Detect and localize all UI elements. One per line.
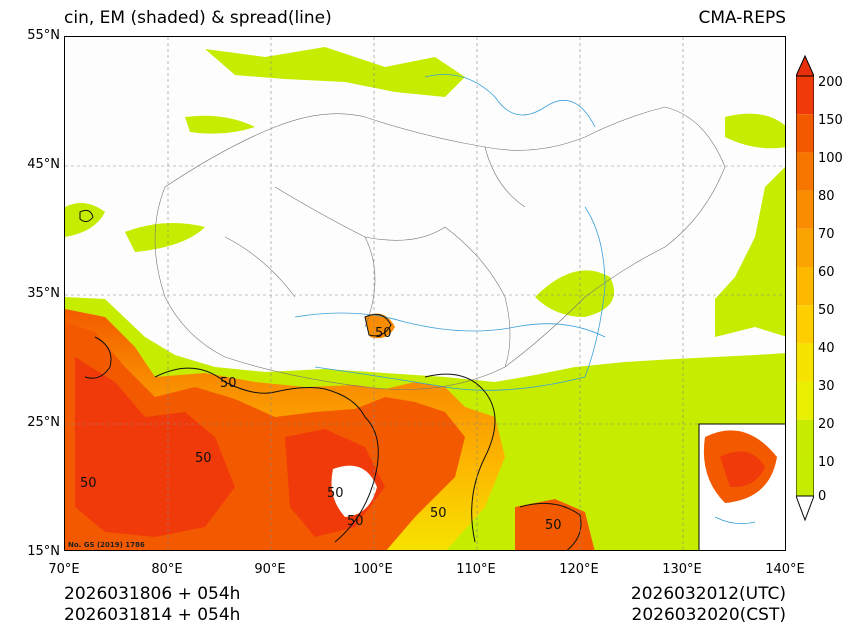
colorbar-band bbox=[796, 267, 814, 306]
contour-label: 50 bbox=[80, 476, 97, 491]
contour-value-labels: 50 50 50 50 50 50 50 50 bbox=[80, 326, 562, 533]
colorbar-label: 60 bbox=[818, 265, 835, 280]
contour-label: 50 bbox=[545, 518, 562, 533]
colorbar bbox=[796, 54, 814, 522]
map-canvas: 50 50 50 50 50 50 50 50 bbox=[65, 37, 785, 550]
contour-label: 50 bbox=[195, 451, 212, 466]
lon-label-90e: 90°E bbox=[254, 562, 286, 577]
colorbar-label: 200 bbox=[818, 75, 843, 90]
lon-label-140e: 140°E bbox=[765, 562, 805, 577]
rivers bbox=[294, 74, 606, 391]
colorbar-label: 20 bbox=[818, 417, 835, 432]
colorbar-band bbox=[796, 76, 814, 115]
init-time-cst: 2026031814 + 054h bbox=[64, 605, 241, 625]
init-time-block: 2026031806 + 054h 2026031814 + 054h bbox=[64, 584, 240, 626]
lon-label-130e: 130°E bbox=[662, 562, 702, 577]
valid-time-utc: 2026032012(UTC) bbox=[630, 584, 786, 604]
colorbar-label: 80 bbox=[818, 189, 835, 204]
colorbar-label: 0 bbox=[818, 489, 827, 504]
colorbar-label: 150 bbox=[818, 113, 843, 128]
colorbar-label: 50 bbox=[818, 303, 835, 318]
colorbar-band bbox=[796, 114, 814, 153]
contour-label: 50 bbox=[347, 514, 364, 529]
init-time-utc: 2026031806 + 054h bbox=[64, 584, 241, 604]
colorbar-band bbox=[796, 228, 814, 267]
map-panel: 50 50 50 50 50 50 50 50 bbox=[64, 36, 786, 551]
lat-label-45n: 45°N bbox=[27, 157, 60, 172]
contour-label: 50 bbox=[430, 506, 447, 521]
lon-label-70e: 70°E bbox=[48, 562, 80, 577]
contour-label: 50 bbox=[375, 326, 392, 341]
colorbar-label: 10 bbox=[818, 455, 835, 470]
colorbar-band bbox=[796, 190, 814, 229]
colorbar-label: 100 bbox=[818, 151, 843, 166]
lat-label-25n: 25°N bbox=[27, 415, 60, 430]
lon-label-120e: 120°E bbox=[559, 562, 599, 577]
colorbar-band bbox=[796, 381, 814, 420]
lon-label-110e: 110°E bbox=[456, 562, 496, 577]
lat-label-55n: 55°N bbox=[27, 28, 60, 43]
colorbar-band bbox=[796, 152, 814, 191]
colorbar-label: 40 bbox=[818, 341, 835, 356]
valid-time-cst: 2026032020(CST) bbox=[631, 605, 786, 625]
valid-time-block: 2026032012(UTC) 2026032020(CST) bbox=[631, 584, 786, 626]
lon-label-100e: 100°E bbox=[353, 562, 393, 577]
colorbar-band bbox=[796, 305, 814, 344]
contour-label: 50 bbox=[220, 376, 237, 391]
borders bbox=[154, 106, 726, 390]
colorbar-label: 30 bbox=[818, 379, 835, 394]
cin-high-field bbox=[65, 309, 777, 550]
colorbar-lower-arrow bbox=[796, 495, 814, 522]
model-name: CMA-REPS bbox=[698, 8, 786, 28]
lat-label-35n: 35°N bbox=[27, 286, 60, 301]
map-title: cin, EM (shaded) & spread(line) bbox=[64, 8, 332, 28]
lon-label-80e: 80°E bbox=[151, 562, 183, 577]
graticule bbox=[65, 37, 785, 550]
map-approval-number: No. GS (2019) 1786 bbox=[68, 541, 145, 549]
contour-label: 50 bbox=[327, 486, 344, 501]
south-china-sea-inset bbox=[698, 423, 785, 550]
colorbar-band bbox=[796, 458, 814, 496]
colorbar-label: 70 bbox=[818, 227, 835, 242]
colorbar-band bbox=[796, 419, 814, 458]
colorbar-upper-arrow bbox=[796, 54, 814, 77]
colorbar-band bbox=[796, 343, 814, 382]
lat-label-15n: 15°N bbox=[27, 544, 60, 559]
